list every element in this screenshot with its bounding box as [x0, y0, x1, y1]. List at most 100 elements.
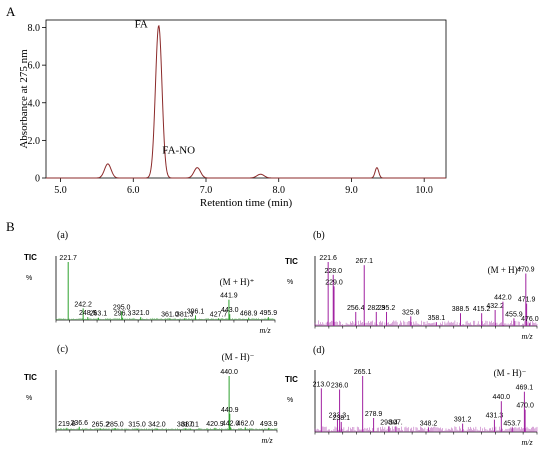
tic-label: TIC — [24, 373, 37, 382]
peak-mz-label: 278.9 — [365, 411, 383, 418]
peak-mz-label: 396.1 — [187, 308, 205, 315]
peak-mz-label: 295.2 — [378, 305, 396, 312]
baseline-noise — [55, 317, 276, 320]
peak-mz-label: 443.0 — [221, 307, 239, 314]
peak-mz-label: 325.8 — [402, 309, 420, 316]
peak-mz-label: 415.2 — [473, 306, 491, 313]
peak-mz-label: 296.3 — [114, 311, 132, 318]
plot-frame — [45, 19, 447, 179]
adduct-label: (M - H)⁻ — [494, 368, 527, 378]
peak-mz-label: 315.0 — [128, 421, 146, 428]
y-axis-percent-label: % — [26, 395, 32, 402]
mass-spectrum-b: (b) TIC% 221.6 228.0 229.0 256.4 267.1 282.3295… — [285, 230, 539, 341]
peak-mz-label: 493.9 — [260, 421, 278, 428]
y-tick-label: 0 — [35, 174, 40, 185]
peak-mz-label: 388.5 — [452, 306, 470, 313]
baseline-noise — [314, 320, 538, 326]
peak-mz-label: 236.0 — [331, 382, 349, 389]
peak-mz-label: 442.0 — [222, 420, 240, 427]
adduct-label: (M + H)⁺ — [220, 277, 255, 287]
peak-mz-label: 391.2 — [454, 417, 472, 424]
panel-label-b: B — [6, 219, 15, 234]
peak-mz-label: 233.3 — [329, 413, 347, 420]
peak-mz-label: 381.0 — [177, 421, 195, 428]
peak-mz-label: 455.9 — [505, 311, 523, 318]
peak-mz-label: 462.0 — [237, 420, 255, 427]
peak-mz-label: 348.2 — [420, 421, 438, 428]
y-tick-label: 8.0 — [28, 23, 41, 34]
peak-mz-label: 219.8 — [58, 421, 76, 428]
spectrum-panel-label: (a) — [57, 230, 68, 241]
peak-mz-label: 242.2 — [74, 301, 92, 308]
peak-mz-label: 342.0 — [148, 421, 166, 428]
peak-mz-label: 468.9 — [240, 311, 258, 318]
chromatogram-chart: 5.0 6.0 7.0 8.0 9.0 10.0 0 2.0 4.0 6.0 8.0 FA FA-NO R… — [18, 19, 447, 209]
panel-label-a: A — [6, 4, 16, 19]
x-tick-label: 9.0 — [345, 185, 358, 196]
peak-mz-label: 470.9 — [517, 267, 535, 274]
peak-mz-label: 440.0 — [493, 394, 511, 401]
peak-mz-label: 263.1 — [90, 311, 108, 318]
x-tick-label: 6.0 — [127, 185, 140, 196]
baseline-noise — [55, 427, 278, 430]
tic-label: TIC — [24, 253, 37, 262]
x-axis-label: m/z — [521, 438, 533, 447]
x-tick-label: 7.0 — [200, 185, 213, 196]
y-axis-label: Absorbance at 275 nm — [18, 49, 30, 149]
peak-mz-label: 361.0 — [161, 311, 179, 318]
peak-mz-label: 441.9 — [220, 293, 238, 300]
peak-mz-label: 387.1 — [181, 421, 199, 428]
x-axis-label: m/z — [261, 436, 273, 445]
peak-mz-label: 265.1 — [354, 369, 372, 376]
peak-mz-label: 236.6 — [71, 420, 89, 427]
peak-mz-label: 213.0 — [313, 381, 331, 388]
peak-mz-label: 453.7 — [503, 421, 521, 428]
peak-mz-label: 476.0 — [521, 316, 539, 323]
peak-mz-label: 298.4 — [380, 419, 398, 426]
chromatogram-series-line — [46, 24, 446, 179]
y-axis-percent-label: % — [26, 275, 32, 282]
peak-mz-label: 248.5 — [79, 310, 97, 317]
peak-mz-label: 420.9 — [206, 421, 224, 428]
peak-mz-label: 256.4 — [347, 305, 365, 312]
peak-mz-label: 221.6 — [319, 255, 337, 262]
peak-mz-label: 381.3 — [176, 311, 194, 318]
tic-label: TIC — [285, 257, 298, 266]
peak-mz-label: 432.2 — [486, 303, 504, 310]
spectrum-panel-label: (c) — [57, 344, 68, 355]
peak-mz-label: 431.3 — [486, 413, 504, 420]
spectrum-panel-label: (d) — [313, 345, 325, 356]
tic-label: TIC — [285, 375, 298, 384]
x-tick-label: 10.0 — [415, 185, 433, 196]
x-axis-label: m/z — [521, 332, 533, 341]
y-tick-label: 6.0 — [28, 61, 41, 72]
x-axis-label: Retention time (min) — [200, 197, 293, 209]
mass-spectrum-d: (d) TIC% 213.0 233.3 236.0 238.1 265.1 278.9298… — [285, 345, 538, 447]
peak-mz-label: 285.0 — [106, 421, 124, 428]
adduct-label: (M + H)⁺ — [488, 265, 523, 275]
y-axis-percent-label: % — [287, 279, 293, 286]
x-axis-label: m/z — [259, 326, 271, 335]
peak-mz-label: 440.9 — [221, 407, 239, 414]
peak-mz-label: 321.0 — [132, 310, 150, 317]
peak-mz-label: 427.7 — [210, 311, 228, 318]
peak-annotation: FA-NO — [162, 145, 195, 157]
peak-annotation: FA — [135, 19, 148, 31]
x-tick-label: 5.0 — [54, 185, 67, 196]
y-axis-percent-label: % — [287, 397, 293, 404]
peak-mz-label: 440.0 — [220, 369, 238, 376]
peak-mz-label: 228.0 — [324, 268, 342, 275]
peak-mz-label: 221.7 — [59, 255, 77, 262]
peak-mz-label: 442.0 — [494, 295, 512, 302]
peak-mz-label: 495.9 — [260, 310, 278, 317]
adduct-label: (M - H)⁻ — [222, 352, 255, 362]
peak-mz-label: 358.1 — [428, 315, 446, 322]
peak-mz-label: 307. — [389, 419, 403, 426]
spectrum-panel-label: (b) — [313, 230, 325, 241]
peak-mz-label: 469.1 — [516, 385, 534, 392]
peak-mz-label: 295.0 — [113, 304, 131, 311]
peak-mz-label: 267.1 — [355, 258, 373, 265]
